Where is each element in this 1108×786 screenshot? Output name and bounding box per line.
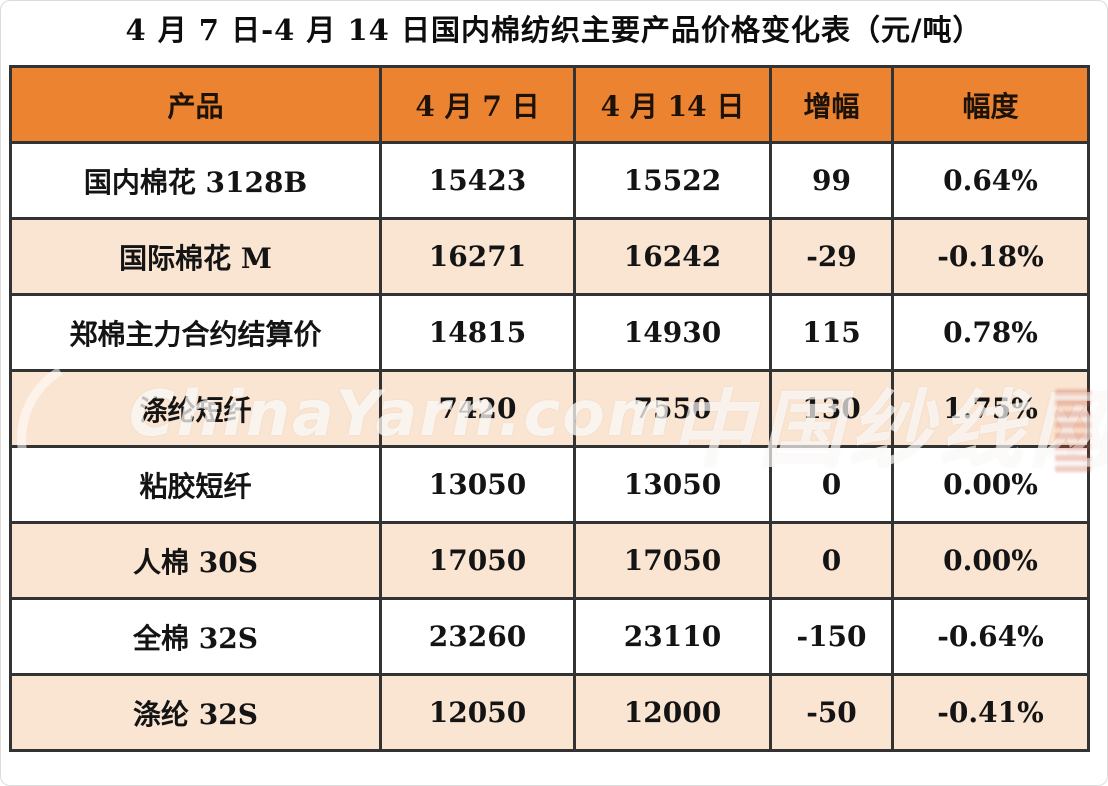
- pct-cell: 0.64%: [891, 141, 1090, 220]
- table-row: 郑棉主力合约结算价 14815 14930 115 0.78%: [9, 293, 1090, 372]
- table-row: 国际棉花 M 16271 16242 -29 -0.18%: [9, 217, 1090, 296]
- price-apr7-cell: 7420: [379, 369, 576, 448]
- product-cell: 人棉 30S: [9, 521, 382, 600]
- col-header-change: 增幅: [769, 65, 894, 144]
- product-cell: 国际棉花 M: [9, 217, 382, 296]
- product-cell: 郑棉主力合约结算价: [9, 293, 382, 372]
- price-apr7-cell: 17050: [379, 521, 576, 600]
- pct-cell: 0.00%: [891, 521, 1090, 600]
- header-row: 产品 4 月 7 日 4 月 14 日 增幅 幅度: [9, 65, 1090, 144]
- table-row: 粘胶短纤 13050 13050 0 0.00%: [9, 445, 1090, 524]
- price-apr14-cell: 14930: [573, 293, 772, 372]
- pct-cell: 1.75%: [891, 369, 1090, 448]
- price-apr14-cell: 16242: [573, 217, 772, 296]
- price-apr14-cell: 23110: [573, 597, 772, 676]
- col-header-pct: 幅度: [891, 65, 1090, 144]
- change-cell: 99: [769, 141, 894, 220]
- change-cell: 130: [769, 369, 894, 448]
- price-apr14-cell: 15522: [573, 141, 772, 220]
- change-cell: 0: [769, 521, 894, 600]
- price-apr7-cell: 14815: [379, 293, 576, 372]
- pct-cell: -0.18%: [891, 217, 1090, 296]
- table-row: 人棉 30S 17050 17050 0 0.00%: [9, 521, 1090, 600]
- col-header-apr7: 4 月 7 日: [379, 65, 576, 144]
- product-cell: 国内棉花 3128B: [9, 141, 382, 220]
- price-apr14-cell: 12000: [573, 673, 772, 752]
- col-header-product: 产品: [9, 65, 382, 144]
- table-row: 国内棉花 3128B 15423 15522 99 0.64%: [9, 141, 1090, 220]
- change-cell: -50: [769, 673, 894, 752]
- table-row: 涤纶 32S 12050 12000 -50 -0.41%: [9, 673, 1090, 752]
- price-apr7-cell: 15423: [379, 141, 576, 220]
- table-row: 全棉 32S 23260 23110 -150 -0.64%: [9, 597, 1090, 676]
- change-cell: -29: [769, 217, 894, 296]
- product-cell: 涤纶 32S: [9, 673, 382, 752]
- pct-cell: -0.41%: [891, 673, 1090, 752]
- price-apr7-cell: 13050: [379, 445, 576, 524]
- product-cell: 粘胶短纤: [9, 445, 382, 524]
- change-cell: -150: [769, 597, 894, 676]
- price-apr7-cell: 23260: [379, 597, 576, 676]
- price-apr14-cell: 17050: [573, 521, 772, 600]
- pct-cell: 0.00%: [891, 445, 1090, 524]
- price-apr14-cell: 7550: [573, 369, 772, 448]
- pct-cell: -0.64%: [891, 597, 1090, 676]
- price-apr7-cell: 12050: [379, 673, 576, 752]
- product-cell: 涤纶短纤: [9, 369, 382, 448]
- col-header-apr14: 4 月 14 日: [573, 65, 772, 144]
- change-cell: 0: [769, 445, 894, 524]
- change-cell: 115: [769, 293, 894, 372]
- price-apr7-cell: 16271: [379, 217, 576, 296]
- pct-cell: 0.78%: [891, 293, 1090, 372]
- price-apr14-cell: 13050: [573, 445, 772, 524]
- price-table: 产品 4 月 7 日 4 月 14 日 增幅 幅度 国内棉花 3128B 1542…: [9, 65, 1090, 752]
- product-cell: 全棉 32S: [9, 597, 382, 676]
- table-row: 涤纶短纤 7420 7550 130 1.75%: [9, 369, 1090, 448]
- table-title: 4 月 7 日-4 月 14 日国内棉纺织主要产品价格变化表（元/吨）: [125, 13, 983, 47]
- table-body: 国内棉花 3128B 15423 15522 99 0.64% 国际棉花 M 16271 16…: [9, 141, 1090, 752]
